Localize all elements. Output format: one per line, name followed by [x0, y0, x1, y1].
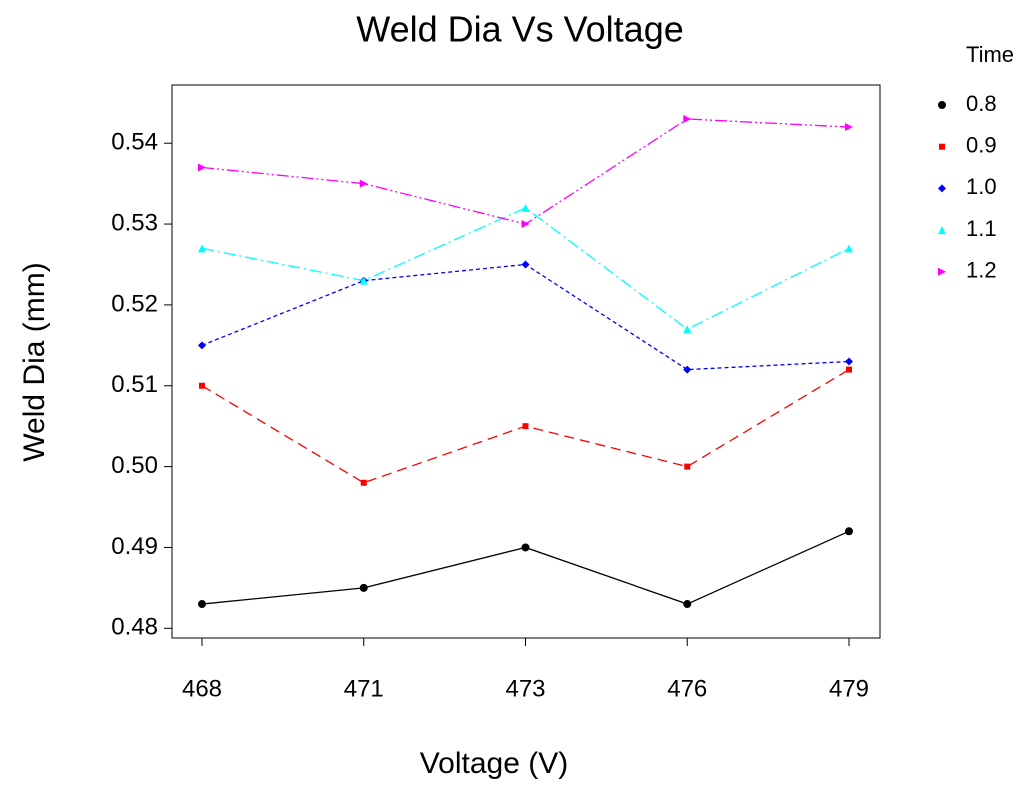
data-point [198, 244, 206, 253]
y-tick-label: 0.54 [111, 129, 158, 156]
data-point [359, 179, 368, 188]
legend-marker [938, 267, 946, 276]
x-tick-label: 468 [182, 675, 222, 702]
legend-label: 1.2 [966, 258, 997, 283]
series-line [201, 207, 850, 330]
y-tick-label: 0.52 [111, 290, 158, 317]
data-point [198, 163, 206, 172]
legend-marker [938, 184, 946, 193]
x-tick-label: 479 [829, 675, 869, 702]
y-tick-label: 0.49 [111, 533, 158, 560]
data-point [360, 479, 367, 486]
x-tick-label: 473 [505, 675, 545, 702]
legend-label: 0.8 [966, 91, 997, 116]
y-tick-label: 0.51 [111, 371, 158, 398]
data-point [845, 527, 853, 536]
data-point [198, 341, 206, 350]
data-point [199, 382, 205, 389]
data-point [683, 600, 692, 609]
data-point [683, 365, 692, 374]
data-point [683, 325, 692, 334]
data-point [522, 423, 529, 430]
data-point [683, 114, 692, 123]
data-point [846, 366, 852, 373]
data-point [684, 463, 691, 470]
data-point [845, 357, 853, 366]
data-point [521, 220, 530, 229]
data-point [359, 276, 368, 285]
legend-marker [939, 143, 945, 150]
legend-label: 0.9 [966, 133, 997, 158]
legend-marker [938, 101, 946, 109]
data-point [845, 244, 853, 253]
data-point [521, 543, 530, 552]
series-line [201, 263, 850, 371]
data-point [521, 203, 530, 212]
y-axis-label: Weld Dia (mm) [18, 262, 51, 461]
plot-frame [171, 84, 881, 639]
data-point [359, 583, 368, 592]
data-point [198, 600, 206, 609]
x-tick-label: 471 [344, 675, 384, 702]
series-line [201, 530, 850, 605]
legend-label: 1.1 [966, 216, 997, 241]
legend-title: Time [966, 42, 1014, 67]
y-tick-label: 0.50 [111, 452, 158, 479]
x-axis-label: Voltage (V) [420, 747, 568, 780]
x-tick-label: 476 [667, 675, 707, 702]
y-tick-label: 0.53 [111, 209, 158, 236]
legend-label: 1.0 [966, 174, 997, 199]
data-point [845, 123, 853, 132]
y-tick-label: 0.48 [111, 614, 158, 641]
chart-title: Weld Dia Vs Voltage [356, 9, 684, 50]
legend-marker [938, 226, 946, 235]
data-point [521, 260, 530, 269]
